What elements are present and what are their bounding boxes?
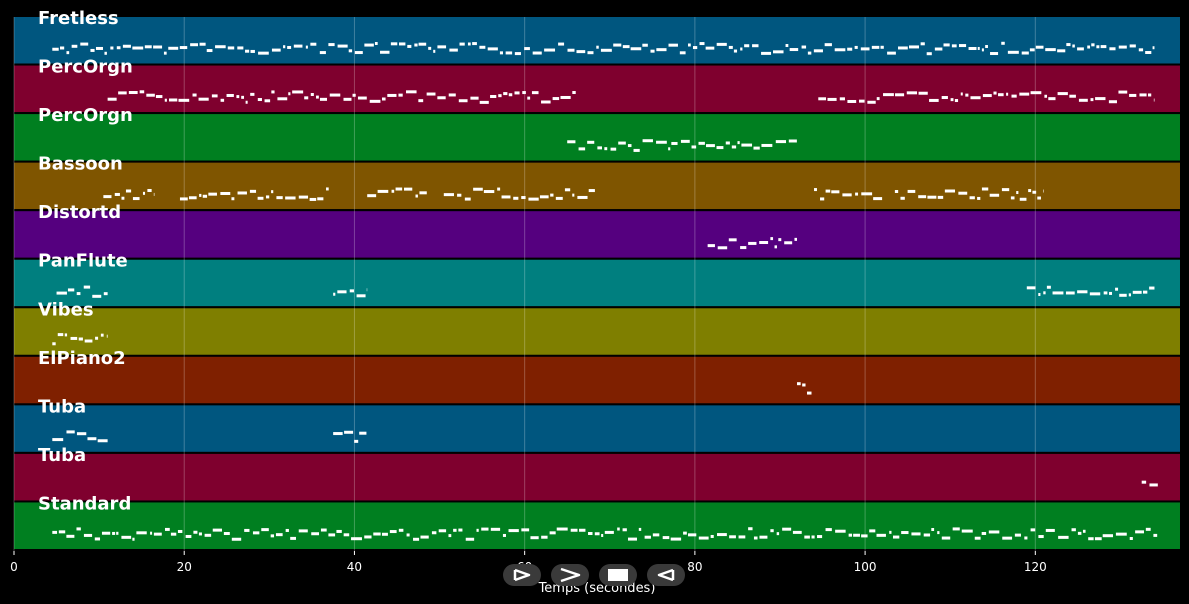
rewind-button[interactable] (647, 564, 685, 586)
note-segment (894, 187, 1044, 201)
play-button[interactable] (503, 564, 541, 586)
x-tick-label: 120 (1024, 560, 1047, 574)
track-lane (14, 453, 1180, 501)
rewind-icon (657, 568, 675, 582)
track-label: PercOrgn (38, 57, 133, 78)
note-segment (107, 90, 576, 104)
track-label: Standard (38, 493, 131, 514)
note-segment (814, 188, 883, 201)
stop-icon (608, 569, 628, 581)
track-lane (14, 308, 1180, 355)
note-segment (52, 430, 108, 443)
track-lane (14, 65, 1180, 113)
x-tick-label: 80 (687, 560, 702, 574)
track-lane (14, 211, 1180, 258)
note-segment (333, 430, 367, 443)
track-lane (14, 162, 1180, 210)
x-tick-label: 0 (10, 560, 18, 574)
playback-controls (503, 564, 689, 586)
note-segment (103, 188, 155, 201)
track-lane (14, 17, 1180, 64)
track-label: Vibes (38, 299, 94, 320)
track-lane (14, 405, 1180, 452)
play-icon (513, 568, 531, 582)
note-segment (567, 139, 797, 152)
note-segment (367, 187, 427, 198)
track-label: Tuba (38, 396, 86, 417)
track-lane (14, 259, 1180, 307)
track-lane (14, 356, 1180, 404)
note-segment (1026, 285, 1155, 297)
track-label: PercOrgn (38, 105, 133, 126)
note-segment (52, 41, 1155, 56)
note-segment (56, 285, 108, 298)
note-segment (52, 527, 1158, 541)
note-segment (179, 187, 329, 201)
note-segment (707, 237, 798, 250)
track-label: Bassoon (38, 154, 123, 175)
track-label: Distortd (38, 202, 121, 223)
note-segment (1141, 480, 1158, 487)
note-segment (52, 333, 108, 346)
forward-button[interactable] (551, 564, 589, 586)
x-tick-label: 100 (854, 560, 877, 574)
track-lane (14, 502, 1180, 549)
track-label: Fretless (38, 8, 119, 29)
note-segment (797, 382, 812, 395)
x-tick-label: 20 (177, 560, 192, 574)
note-segment (818, 90, 1155, 104)
track-label: Tuba (38, 445, 86, 466)
track-label: ElPiano2 (38, 348, 126, 369)
stop-button[interactable] (599, 564, 637, 586)
track-label: PanFlute (38, 251, 128, 272)
note-segment (443, 187, 595, 201)
forward-icon (560, 567, 581, 583)
x-tick-label: 40 (347, 560, 362, 574)
track-lane (14, 114, 1180, 161)
note-segment (333, 288, 368, 298)
